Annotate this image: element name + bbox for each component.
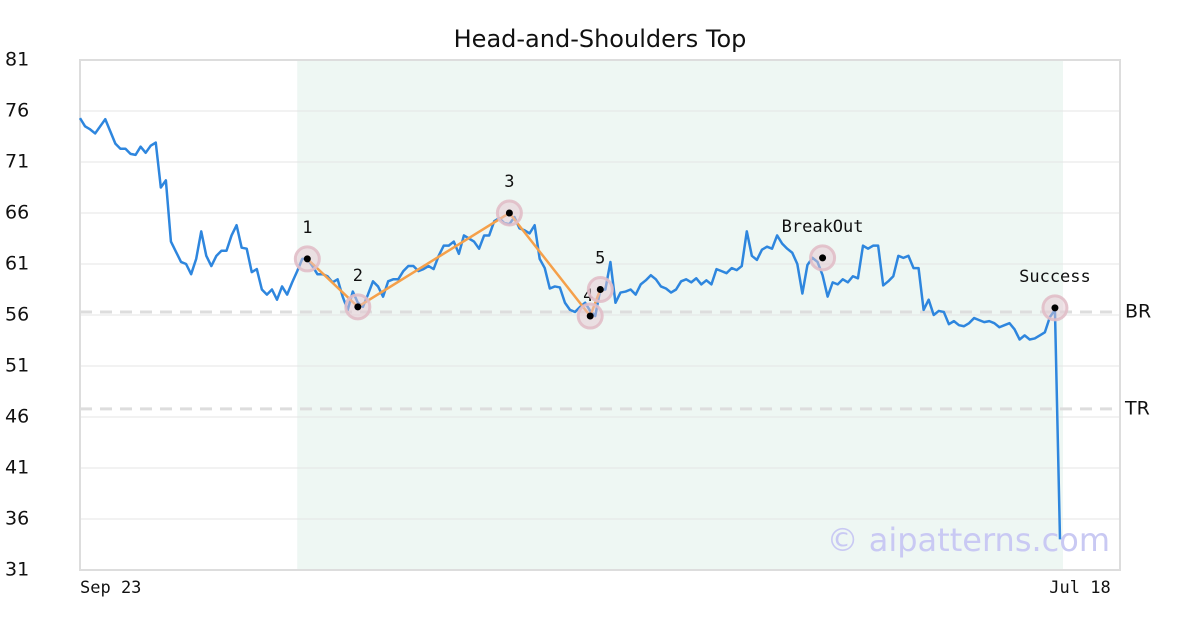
y-tick-label: 36 xyxy=(5,508,29,530)
annotation-dot xyxy=(596,286,604,293)
annotation-dot xyxy=(354,303,362,311)
y-tick-label: 41 xyxy=(5,457,29,479)
x-tick-label: Sep 23 xyxy=(80,578,141,598)
annotation-dot xyxy=(303,255,311,263)
watermark: © aipatterns.com xyxy=(827,521,1110,559)
level-label: TR xyxy=(1124,397,1150,419)
annotation-dot xyxy=(1051,304,1059,312)
y-tick-label: 76 xyxy=(5,100,29,122)
y-tick-label: 51 xyxy=(5,355,29,377)
y-tick-label: 81 xyxy=(5,49,29,71)
annotation-label: 3 xyxy=(504,172,514,192)
x-tick-label: Jul 18 xyxy=(1049,578,1110,598)
y-tick-label: 66 xyxy=(5,202,29,224)
annotation-label: Success xyxy=(1019,267,1091,287)
annotation-label: BreakOut xyxy=(782,217,864,237)
y-tick-label: 61 xyxy=(5,253,29,275)
y-tick-label: 71 xyxy=(5,151,29,173)
y-tick-label: 31 xyxy=(5,559,29,581)
level-label: BR xyxy=(1125,300,1151,322)
annotation-label: 5 xyxy=(595,249,605,269)
annotation-label: 2 xyxy=(353,266,363,286)
y-tick-label: 46 xyxy=(5,406,29,428)
annotation-dot xyxy=(586,312,594,320)
annotation-dot xyxy=(819,254,827,262)
annotation-label: 4 xyxy=(583,286,593,306)
annotation-label: 1 xyxy=(302,218,312,238)
price-line xyxy=(78,117,1062,540)
annotation-dot xyxy=(505,209,513,217)
y-tick-label: 56 xyxy=(5,304,29,326)
plot-frame xyxy=(79,59,1121,571)
chart-title: Head-and-Shoulders Top xyxy=(454,25,747,53)
